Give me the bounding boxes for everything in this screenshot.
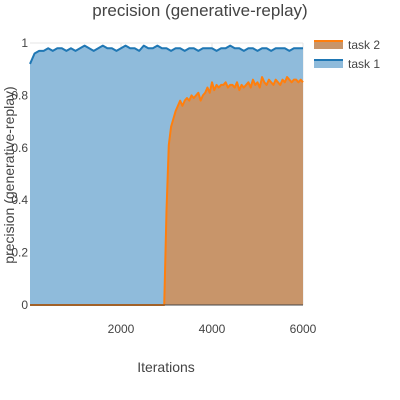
- x-axis-title: Iterations: [137, 359, 195, 375]
- legend[interactable]: task 2 task 1: [314, 38, 380, 71]
- x-tick-label: 6000: [290, 322, 317, 336]
- legend-label: task 1: [348, 57, 380, 71]
- x-tick-label: 4000: [199, 322, 226, 336]
- line-task-1: [29, 44, 303, 65]
- y-tick-label: 1: [21, 36, 28, 50]
- y-tick-label: 0: [21, 298, 28, 312]
- y-tick-label: 0.2: [11, 246, 28, 260]
- legend-swatch: [314, 41, 343, 49]
- y-tick-label: 0.4: [11, 193, 28, 207]
- line-task-2: [30, 76, 304, 306]
- y-axis: 0 0.2 0.4 0.6 0.8 1: [11, 36, 28, 312]
- chart-title: precision (generative-replay): [92, 1, 307, 20]
- x-tick-label: 2000: [108, 322, 135, 336]
- legend-label: task 2: [348, 38, 380, 52]
- y-axis-title: precision (generative-replay): [1, 86, 17, 263]
- legend-swatch: [314, 60, 343, 68]
- y-tick-label: 0.6: [11, 141, 28, 155]
- area-task-2: [30, 77, 303, 305]
- y-tick-label: 0.8: [11, 88, 28, 102]
- area-fills: [30, 45, 303, 306]
- series-lines: [29, 44, 304, 306]
- legend-item-task-2[interactable]: task 2: [314, 38, 380, 52]
- x-axis: 2000 4000 6000: [30, 304, 317, 336]
- legend-item-task-1[interactable]: task 1: [314, 57, 380, 71]
